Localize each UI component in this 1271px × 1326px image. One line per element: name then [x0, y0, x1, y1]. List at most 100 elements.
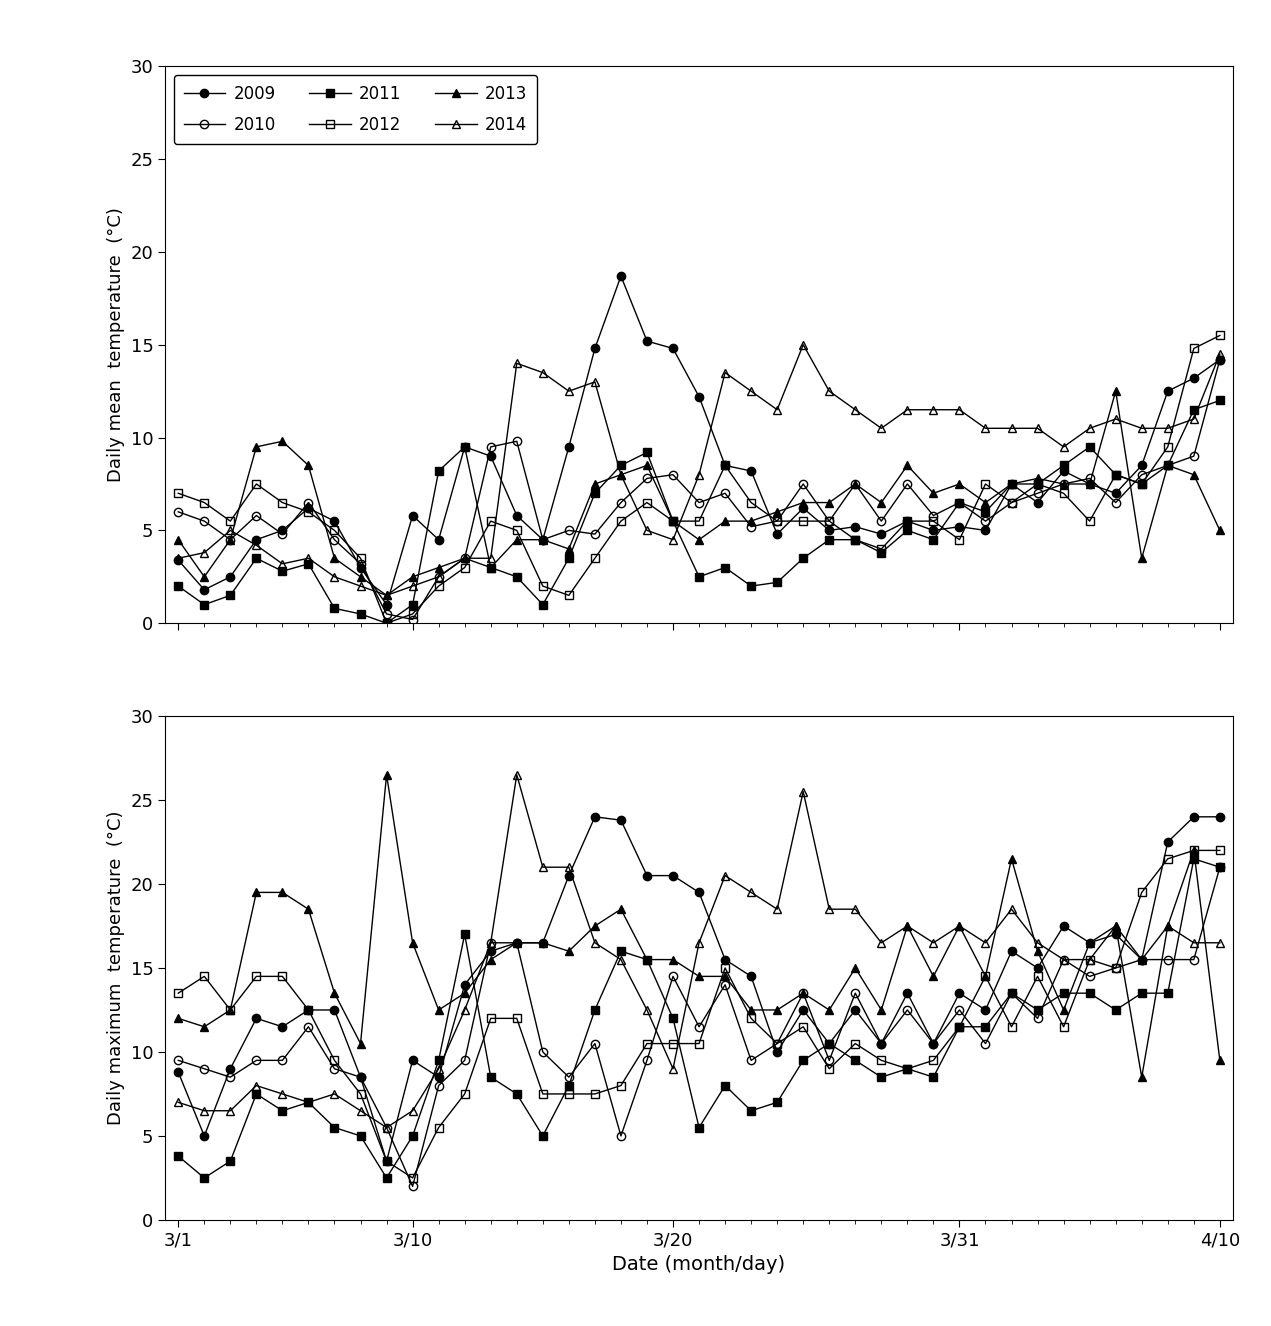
2009 [327, 513, 342, 529]
2013 [873, 495, 888, 511]
2010 [873, 513, 888, 529]
2013 [327, 550, 342, 566]
2012 [873, 541, 888, 557]
2014 [170, 550, 186, 566]
Line: 2011: 2011 [174, 396, 1224, 627]
2012 [900, 513, 915, 529]
2011 [614, 457, 629, 473]
2011 [900, 522, 915, 538]
2010 [1082, 471, 1097, 487]
2013 [691, 532, 707, 548]
2010 [1004, 495, 1019, 511]
2014 [327, 569, 342, 585]
2011 [769, 574, 784, 590]
2011 [170, 578, 186, 594]
2010 [639, 471, 655, 487]
2012 [249, 476, 264, 492]
2013 [483, 560, 498, 575]
2013 [744, 513, 759, 529]
2009 [925, 522, 941, 538]
2009 [717, 457, 732, 473]
2013 [249, 439, 264, 455]
2014 [977, 420, 993, 436]
2009 [639, 333, 655, 349]
2010 [458, 550, 473, 566]
2014 [717, 365, 732, 381]
2009 [873, 526, 888, 542]
2012 [691, 513, 707, 529]
2009 [691, 389, 707, 404]
2009 [1030, 495, 1045, 511]
2011 [275, 564, 290, 579]
2010 [744, 518, 759, 534]
2013 [666, 513, 681, 529]
2010 [483, 439, 498, 455]
2013 [925, 485, 941, 501]
2014 [1213, 346, 1228, 362]
2012 [458, 560, 473, 575]
2010 [170, 504, 186, 520]
2010 [510, 434, 525, 450]
2011 [639, 444, 655, 460]
2011 [587, 485, 602, 501]
2014 [796, 337, 811, 353]
X-axis label: Date (month/day): Date (month/day) [613, 1256, 785, 1274]
2011 [821, 532, 836, 548]
2009 [587, 341, 602, 357]
2013 [222, 532, 238, 548]
2010 [1213, 351, 1228, 367]
2010 [1186, 448, 1201, 464]
2013 [353, 569, 369, 585]
2011 [510, 569, 525, 585]
2010 [1160, 457, 1176, 473]
2010 [249, 508, 264, 524]
2009 [1056, 463, 1071, 479]
2009 [1108, 485, 1124, 501]
2010 [691, 495, 707, 511]
2013 [1134, 550, 1149, 566]
2009 [1186, 370, 1201, 386]
2013 [587, 476, 602, 492]
2010 [952, 495, 967, 511]
2010 [327, 532, 342, 548]
2010 [1056, 476, 1071, 492]
2012 [431, 578, 446, 594]
Y-axis label: Daily mean  temperature  (°C): Daily mean temperature (°C) [107, 207, 125, 483]
2012 [666, 513, 681, 529]
2013 [614, 467, 629, 483]
2013 [769, 504, 784, 520]
2011 [301, 556, 316, 572]
2011 [1082, 439, 1097, 455]
2012 [744, 495, 759, 511]
2011 [458, 439, 473, 455]
2012 [301, 504, 316, 520]
Line: 2014: 2014 [174, 341, 1224, 599]
2012 [1004, 495, 1019, 511]
2014 [1160, 420, 1176, 436]
2012 [1134, 476, 1149, 492]
2014 [873, 420, 888, 436]
2013 [1082, 476, 1097, 492]
Line: 2012: 2012 [174, 332, 1224, 627]
2012 [170, 485, 186, 501]
2011 [379, 615, 394, 631]
2009 [562, 439, 577, 455]
2012 [587, 550, 602, 566]
2009 [353, 560, 369, 575]
2009 [900, 513, 915, 529]
2013 [1030, 471, 1045, 487]
2014 [821, 383, 836, 399]
2009 [249, 532, 264, 548]
2011 [327, 601, 342, 617]
2010 [848, 476, 863, 492]
2013 [301, 457, 316, 473]
2011 [353, 606, 369, 622]
2010 [353, 556, 369, 572]
2013 [977, 495, 993, 511]
2013 [170, 532, 186, 548]
2009 [1213, 351, 1228, 367]
2014 [666, 532, 681, 548]
2009 [977, 522, 993, 538]
2011 [535, 597, 550, 613]
2010 [614, 495, 629, 511]
